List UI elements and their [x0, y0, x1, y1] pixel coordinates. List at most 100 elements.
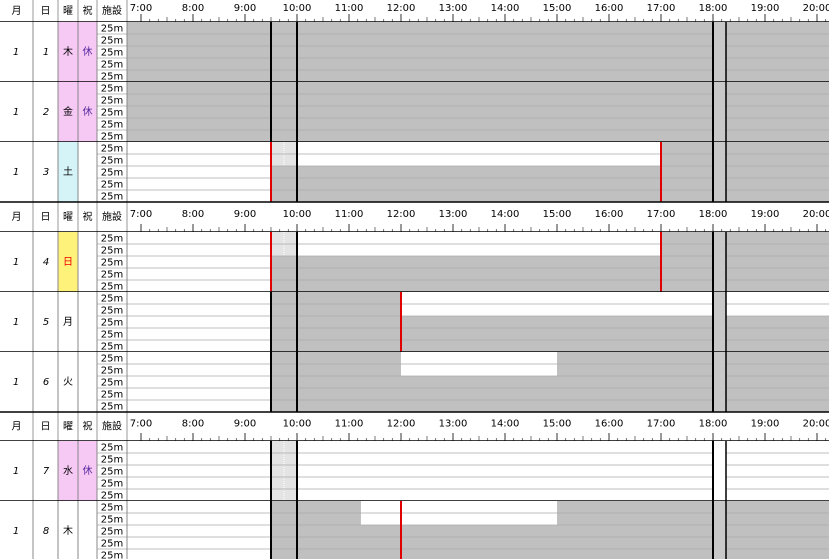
time-label: 10:00	[283, 419, 312, 430]
header-row	[0, 0, 829, 22]
booked-slot	[271, 166, 829, 178]
booked-slot	[126, 130, 829, 142]
lane-label: 25m	[101, 60, 123, 71]
day-cell: 2	[43, 107, 49, 118]
lane-label: 25m	[101, 330, 123, 341]
lane-label: 25m	[101, 144, 123, 155]
weekday-text: 水	[63, 465, 73, 477]
time-label: 14:00	[491, 3, 520, 14]
header-label: 月	[12, 421, 22, 433]
day-bg	[0, 441, 829, 501]
header-label: 日	[41, 6, 51, 17]
time-label: 19:00	[751, 209, 780, 220]
time-label: 9:00	[234, 3, 256, 14]
lane-label: 25m	[101, 24, 123, 35]
booked-slot	[126, 46, 829, 58]
holiday-text: 休	[83, 106, 93, 118]
booked-slot	[557, 352, 829, 364]
holiday-cell	[78, 82, 97, 142]
time-label: 13:00	[439, 419, 468, 430]
weekday-text: 木	[63, 525, 73, 537]
month-cell: 1	[13, 526, 19, 537]
booked-slot	[126, 70, 829, 82]
lane-label: 25m	[101, 84, 123, 95]
time-label: 20:00	[803, 419, 829, 430]
month-cell: 1	[13, 107, 19, 118]
lane-label: 25m	[101, 366, 123, 377]
booked-slot	[271, 328, 829, 340]
lane-label: 25m	[101, 192, 123, 203]
lane-label: 25m	[101, 258, 123, 269]
booked-slot	[126, 118, 829, 130]
time-label: 10:00	[283, 209, 312, 220]
lane-label: 25m	[101, 503, 123, 514]
booked-slot	[271, 513, 361, 525]
time-label: 10:00	[283, 3, 312, 14]
lane-label: 25m	[101, 168, 123, 179]
break-slot	[713, 232, 726, 292]
break-slot	[713, 82, 726, 142]
time-label: 15:00	[543, 419, 572, 430]
booked-slot	[271, 525, 829, 537]
time-label: 17:00	[647, 419, 676, 430]
time-label: 16:00	[595, 209, 624, 220]
header-label: 月	[12, 211, 22, 223]
booked-slot	[271, 340, 829, 352]
booked-slot	[271, 501, 361, 513]
header-label: 日	[41, 422, 51, 433]
time-label: 19:00	[751, 419, 780, 430]
break-slot	[713, 501, 726, 559]
lane-label: 25m	[101, 390, 123, 401]
time-label: 16:00	[595, 419, 624, 430]
time-label: 14:00	[491, 419, 520, 430]
time-label: 20:00	[803, 3, 829, 14]
weekday-text: 火	[63, 376, 73, 388]
lane-label: 25m	[101, 527, 123, 538]
header-label: 曜	[63, 421, 73, 433]
booked-slot	[271, 268, 829, 280]
month-cell: 1	[13, 167, 19, 178]
booked-slot	[271, 256, 829, 268]
day-cell: 5	[43, 317, 49, 328]
time-label: 18:00	[699, 209, 728, 220]
lane-label: 25m	[101, 306, 123, 317]
time-label: 9:00	[234, 209, 256, 220]
booked-slot	[271, 304, 401, 316]
booked-slot	[271, 549, 829, 559]
time-label: 18:00	[699, 3, 728, 14]
time-label: 19:00	[751, 3, 780, 14]
time-label: 15:00	[543, 209, 572, 220]
break-slot	[713, 441, 726, 501]
time-label: 9:00	[234, 419, 256, 430]
booked-slot	[126, 106, 829, 118]
booked-slot	[271, 352, 401, 364]
booked-slot	[557, 501, 829, 513]
weekday-cell	[58, 22, 78, 82]
booked-slot	[271, 376, 829, 388]
time-label: 20:00	[803, 209, 829, 220]
time-label: 12:00	[387, 209, 416, 220]
time-label: 13:00	[439, 3, 468, 14]
time-label: 7:00	[130, 209, 152, 220]
time-label: 12:00	[387, 3, 416, 14]
month-cell: 1	[13, 466, 19, 477]
weekday-text: 土	[63, 165, 73, 178]
lane-label: 25m	[101, 120, 123, 131]
header-label: 祝	[83, 420, 93, 433]
weekday-text: 木	[63, 46, 73, 58]
time-label: 8:00	[182, 419, 204, 430]
lane-label: 25m	[101, 479, 123, 490]
weekday-text: 金	[63, 105, 73, 118]
lane-label: 25m	[101, 132, 123, 143]
lane-label: 25m	[101, 270, 123, 281]
booked-slot	[557, 513, 829, 525]
time-label: 7:00	[130, 3, 152, 14]
break-slot	[713, 352, 726, 412]
booked-slot	[271, 280, 829, 292]
lane-label: 25m	[101, 467, 123, 478]
booked-slot	[661, 154, 829, 166]
booked-slot	[126, 82, 829, 94]
month-cell: 1	[13, 257, 19, 268]
time-label: 8:00	[182, 3, 204, 14]
booked-slot	[271, 388, 829, 400]
